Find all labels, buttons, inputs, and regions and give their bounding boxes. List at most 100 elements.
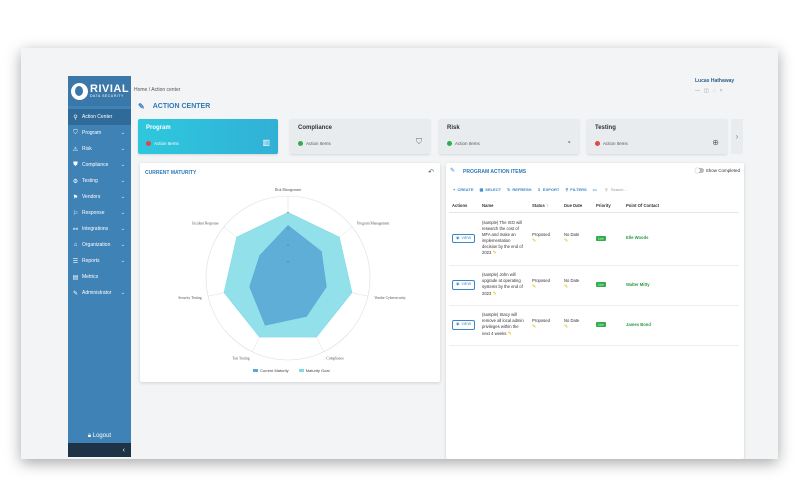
chevron-down-icon: ⌄: [120, 146, 125, 152]
legend-item-goal[interactable]: Maturity Goal: [298, 368, 329, 373]
table-row[interactable]: ◉ VIEW (sample) Stacy will remove all loc…: [449, 305, 739, 346]
edit-icon[interactable]: ✎: [492, 290, 497, 297]
filters-button[interactable]: ⚲ FILTERS: [565, 187, 586, 192]
table-header-row: Actions Name Status ↑ Due Date Priority …: [449, 199, 739, 213]
edit-icon[interactable]: ✎: [532, 284, 537, 291]
due-date-text: No Date: [564, 318, 580, 324]
page-title: ✎ ACTION CENTER: [138, 102, 210, 111]
status-dot: [595, 141, 600, 146]
compliance-icon: ⛊: [73, 161, 78, 168]
radar-tick-mark: [287, 228, 289, 230]
notifications-icon[interactable]: ◌: [712, 88, 720, 94]
sidebar-item-testing[interactable]: ⚙ Testing ⌄: [68, 173, 131, 189]
due-date-cell: No Date ✎: [561, 305, 593, 346]
edit-icon[interactable]: ✎: [564, 324, 569, 331]
show-completed-toggle[interactable]: [695, 168, 704, 173]
maturity-panel: CURRENT MATURITY ↶ Risk Management Progra…: [140, 163, 440, 382]
card-testing[interactable]: Testing Action Items ⊕: [587, 119, 727, 154]
priority-cell: Low: [593, 212, 623, 266]
user-name[interactable]: Lucas Hathaway: [695, 78, 735, 84]
sidebar-nav: ⚲ Action Center ⛉ Program ⌄ ⚠ Risk ⌄ ⛊ C…: [68, 106, 131, 301]
sidebar-item-label: Integrations: [82, 226, 109, 232]
card-subtitle-label: Action Items: [306, 141, 331, 146]
sidebar-item-label: Vendors: [82, 194, 101, 200]
edit-icon[interactable]: ✎: [532, 237, 537, 244]
status-dot: [447, 141, 452, 146]
table-row[interactable]: ◉ VIEW (sample) The ISO will research the…: [449, 212, 739, 266]
collapse-sidebar-button[interactable]: ‹: [68, 443, 131, 457]
sidebar-item-label: Program: [82, 130, 102, 136]
legend-item-current[interactable]: Current Maturity: [253, 368, 289, 373]
sidebar-item-vendors[interactable]: ⚑ Vendors ⌄: [68, 189, 131, 205]
point-of-contact[interactable]: Walter Mitty: [626, 281, 650, 287]
refresh-button[interactable]: ↻ REFRESH: [507, 187, 531, 192]
risk-icon: ⚠: [72, 146, 79, 153]
card-title: Risk: [447, 125, 460, 131]
sidebar-item-metrics[interactable]: ▤ Metrics: [68, 269, 131, 285]
sidebar-item-reports[interactable]: ☰ Reports ⌄: [68, 253, 131, 269]
pin-icon[interactable]: ✎: [138, 102, 145, 111]
table-row[interactable]: ◉ VIEW (sample) John will upgrade at oper…: [449, 265, 739, 306]
chevron-down-icon: ⌄: [120, 178, 125, 184]
undo-icon[interactable]: ↶: [428, 169, 434, 176]
sidebar-item-organization[interactable]: ⌂ Organization ⌄: [68, 237, 131, 253]
sidebar-item-administrator[interactable]: ✎ Administrator ⌄: [68, 285, 131, 301]
pin-icon[interactable]: ✎: [450, 168, 456, 174]
filters-label: FILTERS: [570, 187, 587, 192]
column-header-priority[interactable]: Priority: [593, 199, 623, 213]
logout-button[interactable]: 🔒︎ Logout: [68, 433, 131, 440]
card-compliance[interactable]: Compliance Action Items ⛉: [290, 119, 430, 154]
sidebar-item-response[interactable]: ⚐ Response ⌄: [68, 205, 131, 221]
column-header-point-of-contact[interactable]: Point Of Contact: [623, 199, 739, 213]
card-subtitle: Action Items: [447, 141, 480, 146]
shield-icon: ⛉: [416, 137, 422, 146]
eye-icon: ◉: [456, 322, 460, 327]
search-input[interactable]: ⚲ Search...: [605, 187, 627, 192]
edit-icon[interactable]: ✎: [507, 330, 512, 337]
view-button[interactable]: ◉ VIEW: [452, 233, 476, 244]
close-icon[interactable]: ×: [719, 88, 727, 94]
refresh-label: REFRESH: [512, 187, 532, 192]
next-cards-button[interactable]: ›: [731, 119, 743, 154]
select-icon: ▦: [479, 187, 484, 192]
view-button[interactable]: ◉ VIEW: [452, 280, 476, 290]
sidebar-item-label: Response: [82, 210, 105, 216]
select-button[interactable]: ▦ SELECT: [480, 187, 502, 192]
actions-cell: ◉ VIEW: [449, 212, 479, 266]
sidebar-item-integrations[interactable]: ⚯ Integrations ⌄: [68, 221, 131, 237]
metrics-icon: ▤: [72, 274, 79, 281]
edit-icon[interactable]: ✎: [564, 284, 569, 291]
edit-icon[interactable]: ✎: [564, 237, 569, 244]
response-icon: ⚐: [72, 210, 79, 217]
logout-label: Logout: [92, 433, 112, 439]
card-subtitle: Action Items: [146, 141, 179, 146]
status-text: Proposed: [532, 231, 550, 237]
chevron-down-icon: ⌄: [120, 290, 125, 296]
table-toolbar: + CREATE ▦ SELECT ↻ REFRESH ⇩ EXPORT ⚲ FILTER…: [453, 187, 627, 192]
due-date-text: No Date: [564, 231, 580, 237]
export-button[interactable]: ⇩ EXPORT: [538, 187, 560, 192]
edit-icon[interactable]: ✎: [532, 324, 537, 331]
settings-icon[interactable]: ◫: [704, 88, 713, 94]
refresh-icon: ↻: [507, 187, 511, 192]
edit-icon[interactable]: ✎: [492, 250, 497, 257]
sidebar-item-risk[interactable]: ⚠ Risk ⌄: [68, 141, 131, 157]
card-risk[interactable]: Risk Action Items ◔: [439, 119, 579, 154]
point-of-contact[interactable]: Elle Woods: [626, 235, 649, 241]
sidebar-item-compliance[interactable]: ⛊ Compliance ⌄: [68, 157, 131, 173]
point-of-contact[interactable]: James Bond: [626, 321, 651, 327]
minimize-icon[interactable]: —: [695, 88, 704, 94]
column-header-due-date[interactable]: Due Date: [561, 199, 593, 213]
sidebar-item-label: Compliance: [82, 162, 109, 168]
sidebar-item-program[interactable]: ⛉ Program ⌄: [68, 125, 131, 141]
radar-category-label: Risk Management: [275, 188, 301, 192]
column-header-status[interactable]: Status ↑: [529, 199, 561, 213]
create-button[interactable]: + CREATE: [453, 187, 474, 192]
card-program[interactable]: Program Action Items ▥: [138, 119, 278, 154]
more-button[interactable]: •••: [592, 187, 597, 192]
view-button[interactable]: ◉ VIEW: [452, 320, 476, 330]
column-header-name[interactable]: Name: [479, 199, 529, 213]
item-name: (sample) John will upgrade at operating …: [482, 272, 523, 296]
sidebar-item-action-center[interactable]: ⚲ Action Center: [68, 109, 131, 125]
logo[interactable]: RIVIAL DATA SECURITY: [68, 76, 131, 106]
